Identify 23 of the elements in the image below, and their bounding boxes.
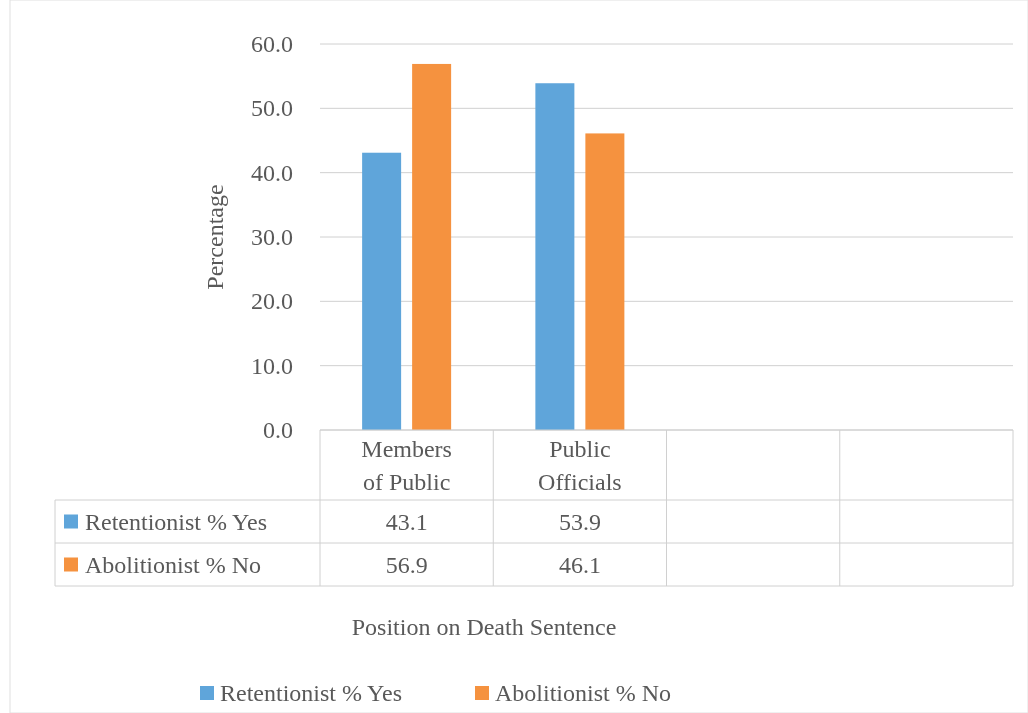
- bar: [535, 83, 575, 430]
- y-tick-label: 30.0: [251, 224, 293, 250]
- x-tick-label: Members of Public: [361, 435, 452, 495]
- text: Retentionist % Yes: [220, 680, 403, 706]
- bar: [412, 63, 452, 430]
- legend-label: Retentionist % Yes: [85, 508, 268, 535]
- data-label: 56.9: [385, 551, 428, 578]
- data-label: 53.9: [558, 508, 601, 535]
- y-tick-label: 0.0: [263, 417, 293, 443]
- text: Abolitionist % No: [495, 680, 672, 706]
- y-tick-label: 20.0: [251, 288, 293, 315]
- y-axis-title: Percentage: [202, 184, 228, 290]
- y-tick-label: 40.0: [251, 159, 293, 186]
- y-tick-label: 50.0: [251, 95, 293, 122]
- legend-label: Abolitionist % No: [85, 551, 262, 578]
- y-tick-label: 60.0: [251, 31, 293, 57]
- bar: [585, 133, 625, 430]
- x-tick-label: Public Officials: [538, 435, 622, 495]
- y-tick-label: 10.0: [251, 352, 293, 379]
- x-axis-title: Position on Death Sentence: [351, 614, 617, 640]
- bar: [362, 152, 402, 430]
- data-label: 46.1: [558, 551, 601, 578]
- data-label: 43.1: [385, 508, 428, 535]
